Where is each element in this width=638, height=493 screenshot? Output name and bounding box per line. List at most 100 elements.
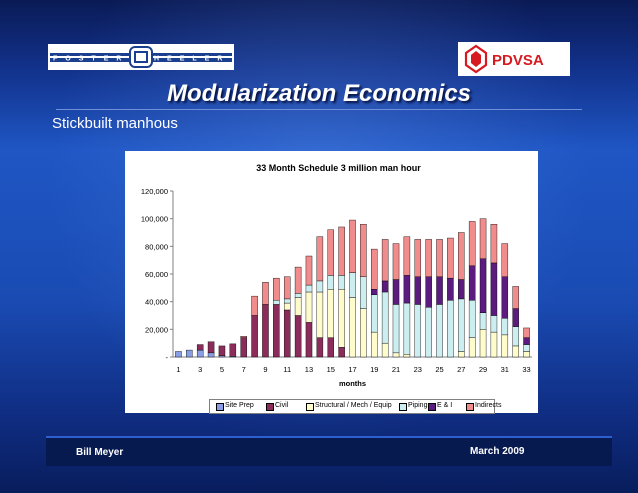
legend-swatch [466, 403, 474, 411]
bar-segment [392, 352, 400, 358]
x-tick-label: 7 [242, 365, 246, 374]
legend-swatch [399, 403, 407, 411]
bar-segment [436, 304, 443, 358]
bar-segment [294, 293, 302, 298]
bar-segment [327, 229, 334, 276]
chart-panel: 33 Month Schedule 3 million man hour - 20,… [125, 151, 538, 414]
pdvsa-logo: PDVSA [458, 42, 570, 76]
bar-segment [262, 304, 269, 358]
x-tick-label: 13 [305, 365, 313, 374]
bar-segment [436, 276, 443, 305]
x-tick-label: 29 [479, 365, 487, 374]
bar-segment [360, 223, 367, 277]
y-tick-label: - [166, 353, 169, 362]
bar-segment [458, 298, 465, 352]
bar-segment [251, 315, 258, 358]
x-tick-label: 11 [283, 365, 291, 374]
bar-segment [305, 322, 313, 358]
y-tick-label: 60,000 [145, 270, 168, 279]
bar-segment [229, 343, 237, 357]
bar-segment [425, 276, 432, 308]
bar-segment [338, 289, 345, 348]
bar-segment [512, 308, 519, 327]
bar-segment [273, 300, 280, 305]
x-tick-label: 31 [501, 365, 509, 374]
bar-segment [403, 354, 411, 358]
bar-segment [294, 315, 302, 358]
bar-segment [207, 341, 215, 354]
bar-segment [392, 243, 400, 280]
bar-segment [447, 277, 454, 301]
x-tick-label: 3 [198, 365, 202, 374]
bar-segment [251, 295, 258, 316]
bar-segment [468, 221, 476, 266]
bar-segment [458, 279, 465, 300]
bar-segment [403, 275, 411, 304]
bar-segment [327, 289, 334, 338]
bar-segment [283, 302, 291, 311]
bar-segment [283, 309, 291, 358]
y-tick-label: 100,000 [141, 215, 168, 224]
bar-segment [392, 279, 400, 305]
y-tick-label: 40,000 [145, 298, 168, 307]
bar-segment [425, 239, 432, 277]
bar-segment [218, 355, 226, 358]
bar-segment [414, 239, 422, 277]
bar-segment [283, 298, 291, 304]
bar-segment [381, 342, 389, 358]
x-tick-label: 5 [220, 365, 224, 374]
x-axis-label: months [339, 379, 366, 388]
x-tick-label: 17 [348, 365, 356, 374]
stacked-bar-chart: 33 Month Schedule 3 million man hour - 20,… [141, 163, 532, 388]
bar-segment [458, 232, 465, 280]
legend-label: Civil [275, 402, 289, 409]
bar-segment [349, 297, 356, 358]
bar-segment [273, 277, 280, 301]
bar-segment [436, 239, 443, 277]
bar-segment [479, 258, 487, 313]
footer-date: March 2009 [470, 446, 525, 457]
bar-segment [512, 286, 519, 309]
bar-segment [458, 351, 465, 358]
footer-band [46, 436, 612, 466]
bar-segment [501, 318, 509, 336]
x-tick-label: 9 [263, 365, 267, 374]
bar-segment [490, 223, 498, 264]
chart-title: 33 Month Schedule 3 million man hour [256, 163, 421, 173]
bar-segment [360, 308, 367, 358]
foster-wheeler-logo: FOSTER WHEELER [48, 44, 234, 70]
bar-segment [240, 336, 247, 338]
bar-segment [305, 291, 313, 323]
bar-segment [316, 236, 324, 282]
bar-segment [371, 248, 378, 290]
bar-segment [316, 291, 324, 338]
bar-segment [381, 280, 389, 293]
bar-segment [447, 300, 454, 358]
bar-segment [501, 243, 509, 277]
bar-segment [338, 226, 345, 276]
bar-segment [414, 276, 422, 305]
bar-segment [523, 351, 530, 358]
bar-segment [447, 237, 454, 279]
x-tick-label: 33 [522, 365, 530, 374]
bar-segment [523, 337, 530, 345]
bar-segment [175, 351, 182, 358]
bar-segment [371, 294, 378, 333]
bar-segment [490, 331, 498, 358]
legend-label: Site Prep [225, 402, 254, 409]
bar-segment [371, 331, 378, 358]
y-tick-label: 80,000 [145, 242, 168, 251]
bar-segment [425, 306, 432, 358]
x-tick-label: 23 [414, 365, 422, 374]
slide-title: Modularization Economics [166, 80, 472, 107]
bar-segment [468, 265, 476, 301]
bar-segment [414, 304, 422, 358]
legend-swatch [216, 403, 224, 411]
bar-segment [468, 337, 476, 358]
bar-segment [316, 280, 324, 293]
fw-logo-text: FOSTER WHEELER [53, 56, 229, 63]
legend-label: Structural / Mech / Equip [315, 402, 392, 409]
bar-segment [305, 255, 313, 286]
x-tick-label: 27 [457, 365, 465, 374]
